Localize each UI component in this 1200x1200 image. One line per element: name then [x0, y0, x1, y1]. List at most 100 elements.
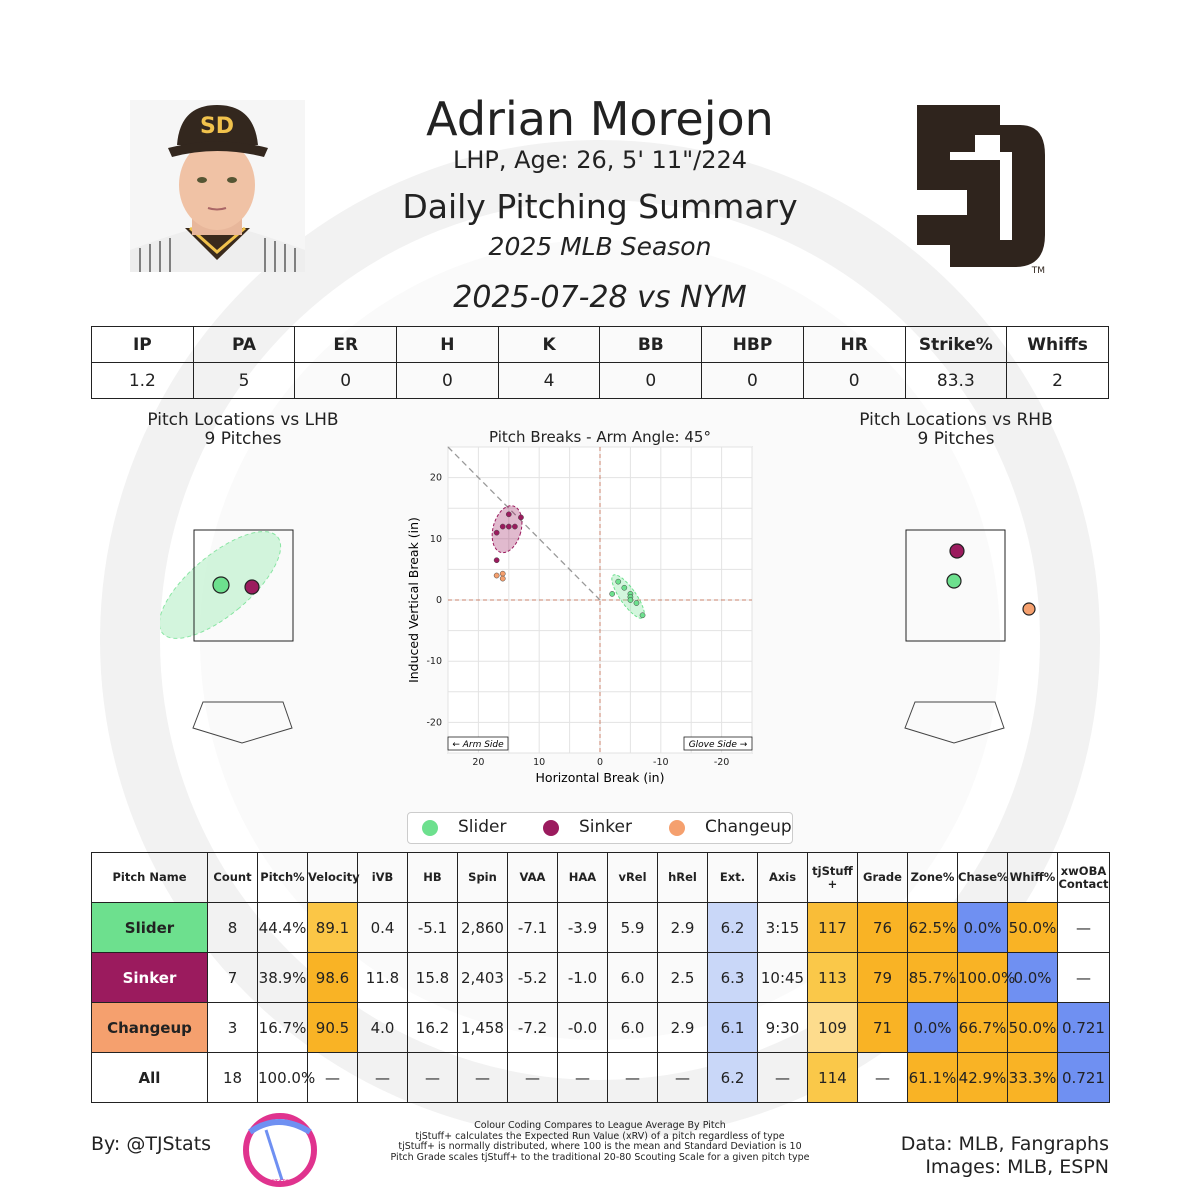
rhb-count: 9 Pitches [917, 429, 995, 449]
summary-title: Daily Pitching Summary [402, 187, 798, 226]
chart-title: Pitch Breaks - Arm Angle: 45° [489, 428, 711, 446]
pitch-col-header: tjStuff + [807, 852, 858, 903]
x-tick-label: -10 [653, 757, 669, 768]
x-tick-label: 20 [472, 757, 484, 768]
sinker-location-dot [949, 543, 965, 559]
game-stats-header: IP PA ER H K BB HBP HR Strike% Whiffs [91, 326, 1109, 363]
pitch-col-header: iVB [357, 852, 408, 903]
lhb-title: Pitch Locations vs LHB [147, 410, 339, 430]
pitch-col-header: Pitch Name [91, 852, 208, 903]
pitch-name-cell: Sinker [91, 952, 208, 1003]
footnote-line: Pitch Grade scales tjStuff+ to the tradi… [390, 1151, 810, 1163]
pitch-value-cell: 113 [807, 952, 858, 1003]
pitch-value-cell: 98.6 [307, 952, 358, 1003]
sinker-break-point [493, 529, 500, 536]
pitch-value-cell: 42.9% [957, 1052, 1008, 1103]
pitch-value-cell: — [757, 1052, 808, 1103]
lhb-count: 9 Pitches [204, 429, 282, 449]
pitch-value-cell: 0.721 [1057, 1052, 1110, 1103]
pitch-value-cell: 2.9 [657, 902, 708, 953]
stat-header: Strike% [904, 326, 1008, 363]
pitch-value-cell: 1,458 [457, 1002, 508, 1053]
pitch-row: Slider 8 44.4% 89.1 0.4 -5.1 2,860 -7.1 -3.9 5.9 2… [91, 902, 1110, 953]
pitch-value-cell: 2.5 [657, 952, 708, 1003]
pitch-value-cell: — [357, 1052, 408, 1103]
changeup-location-dot [1022, 602, 1036, 616]
pitch-table-header: Pitch Name Count Pitch% Velocity iVB HB Spin VA… [91, 852, 1110, 903]
stat-header: K [497, 326, 601, 363]
rhb-location-plot [904, 529, 1036, 744]
pitch-row: Sinker 7 38.9% 98.6 11.8 15.8 2,403 -5.2 -1.0 6.0… [91, 952, 1110, 1003]
pitch-col-header: HAA [557, 852, 608, 903]
pitch-value-cell: 18 [207, 1052, 258, 1103]
credits: Data: MLB, Fangraphs Images: MLB, ESPN [901, 1133, 1109, 1179]
stat-value: 0 [396, 362, 499, 399]
pitch-col-header: Zone% [907, 852, 958, 903]
pitch-value-cell: -3.9 [557, 902, 608, 953]
pitch-value-cell: 16.7% [257, 1002, 308, 1053]
legend-changeup-label: Changeup [705, 817, 792, 837]
sinker-break-point [499, 523, 506, 530]
stat-value: 1.2 [91, 362, 194, 399]
stat-header: PA [192, 326, 296, 363]
slider-break-point [639, 612, 646, 619]
pitch-value-cell: 5.9 [607, 902, 658, 953]
pitch-value-cell: 61.1% [907, 1052, 958, 1103]
stat-value: 0 [802, 362, 906, 399]
stat-header: IP [91, 326, 194, 363]
pitch-value-cell: 0.0% [1007, 952, 1058, 1003]
pitch-value-cell: — [557, 1052, 608, 1103]
pitch-value-cell: 79 [857, 952, 908, 1003]
pitch-value-cell: 2.9 [657, 1002, 708, 1053]
legend-sinker-dot [543, 820, 559, 836]
stat-value: 2 [1006, 362, 1109, 399]
pitch-col-header: Spin [457, 852, 508, 903]
game-stats-table: IP PA ER H K BB HBP HR Strike% Whiffs 1.… [91, 326, 1109, 399]
legend-slider-label: Slider [458, 817, 507, 837]
pitch-value-cell: 6.3 [707, 952, 758, 1003]
byline: By: @TJStats [91, 1133, 212, 1155]
changeup-break-point [499, 575, 506, 582]
pitch-value-cell: 90.5 [307, 1002, 358, 1053]
pitch-value-cell: 50.0% [1007, 902, 1058, 953]
pitch-break-chart: Pitch Breaks - Arm Angle: 45° 20 10 0 -10 -2… [406, 428, 753, 785]
pitch-value-cell: 44.4% [257, 902, 308, 953]
slider-break-point [621, 584, 628, 591]
image-source: Images: MLB, ESPN [925, 1156, 1109, 1178]
pitch-value-cell: 71 [857, 1002, 908, 1053]
pitch-col-header: Whiff% [1007, 852, 1058, 903]
pitch-value-cell: 85.7% [907, 952, 958, 1003]
pitch-col-header: Ext. [707, 852, 758, 903]
slider-break-point [633, 600, 640, 606]
footnote-line: Colour Coding Compares to League Average… [474, 1120, 726, 1131]
lhb-panel-title: Pitch Locations vs LHB 9 Pitches [93, 411, 393, 449]
pitch-col-header: Velocity [307, 852, 360, 903]
slider-break-point [615, 578, 622, 585]
pitch-name-cell: Slider [91, 902, 208, 953]
pitch-value-cell: — [507, 1052, 558, 1103]
pitch-col-header: Count [207, 852, 258, 903]
sinker-break-point [505, 511, 512, 518]
player-headshot: SD [130, 100, 305, 272]
footnotes: Colour Coding Compares to League Average… [380, 1120, 820, 1163]
pitch-value-cell: 6.0 [607, 1002, 658, 1053]
pitch-value-cell: 3:15 [757, 902, 808, 953]
x-tick-label: 10 [533, 757, 545, 768]
pitch-col-header: hRel [657, 852, 708, 903]
player-name: Adrian Morejon [426, 92, 774, 146]
glove-side-label: Glove Side → [689, 740, 748, 750]
pitch-value-cell: — [1057, 952, 1110, 1003]
arm-side-box: ← Arm Side [447, 736, 509, 751]
pitch-metrics-table: Pitch Name Count Pitch% Velocity iVB HB Spin VA… [91, 852, 1110, 1103]
pitch-value-cell: — [407, 1052, 458, 1103]
pitch-value-cell: 2,860 [457, 902, 508, 953]
player-bio: LHP, Age: 26, 5' 11"/224 [452, 146, 748, 174]
pitch-value-cell: — [607, 1052, 658, 1103]
pitch-value-cell: 10:45 [757, 952, 808, 1003]
pitch-value-cell: 117 [807, 902, 858, 953]
stat-value: 83.3 [904, 362, 1008, 399]
pitch-name-cell: Changeup [91, 1002, 208, 1053]
slider-location-dot [946, 573, 962, 589]
pitch-value-cell: 109 [807, 1002, 858, 1053]
chart-ticks: 20 10 0 -10 -20 20 10 0 -10 -20 [426, 473, 729, 768]
